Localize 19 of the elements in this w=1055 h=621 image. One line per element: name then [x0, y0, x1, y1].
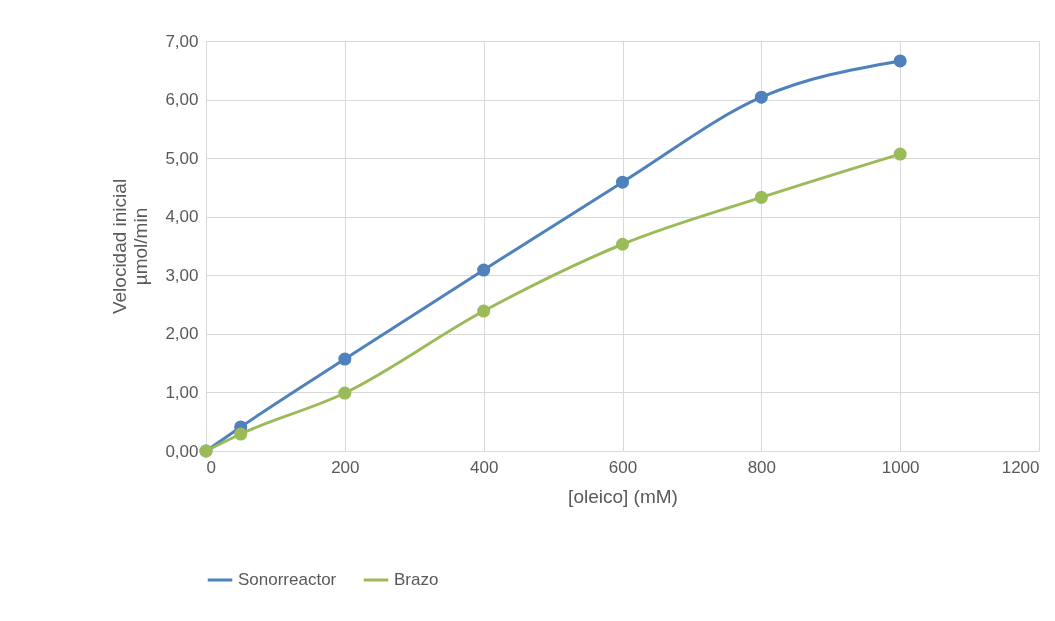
y-tick-label: 2,00: [165, 324, 199, 344]
legend-label: Sonorreactor: [238, 570, 337, 589]
x-axis-title: [oleico] (mM): [568, 485, 678, 507]
legend-label: Brazo: [394, 570, 439, 589]
y-tick-label: 5,00: [165, 148, 199, 168]
x-tick-label: 400: [469, 457, 499, 477]
y-tick-label: 4,00: [165, 207, 199, 227]
x-tick-label: 0: [206, 457, 216, 477]
y-tick-label: 0,00: [165, 441, 199, 461]
x-tick-label: 600: [608, 457, 638, 477]
x-tick-label: 1000: [881, 457, 920, 477]
y-tick-label: 6,00: [165, 90, 199, 110]
y-tick-label: 1,00: [165, 382, 199, 402]
y-axis-title: Velocidad inicial µmol/min: [109, 178, 152, 315]
y-tick-label: 7,00: [165, 31, 199, 51]
x-tick-label: 1200: [1001, 457, 1040, 477]
y-tick-label: 3,00: [165, 265, 199, 285]
x-tick-label: 200: [331, 457, 360, 477]
x-tick-label: 800: [747, 457, 777, 477]
